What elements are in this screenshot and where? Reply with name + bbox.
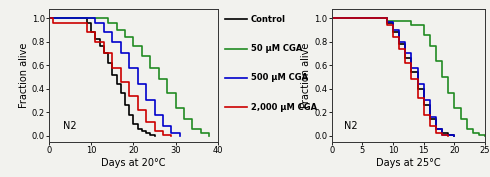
X-axis label: Days at 25°C: Days at 25°C	[376, 158, 441, 168]
Text: N2: N2	[344, 121, 358, 131]
Text: N2: N2	[63, 121, 76, 131]
X-axis label: Days at 20°C: Days at 20°C	[101, 158, 166, 168]
Text: Control: Control	[251, 15, 286, 24]
Text: 500 μM CGA: 500 μM CGA	[251, 73, 308, 82]
Y-axis label: Fraction alive: Fraction alive	[301, 42, 312, 108]
Text: 50 μM CGA: 50 μM CGA	[251, 44, 302, 53]
Y-axis label: Fraction alive: Fraction alive	[19, 42, 29, 108]
Text: 2,000 μM CGA: 2,000 μM CGA	[251, 103, 317, 112]
